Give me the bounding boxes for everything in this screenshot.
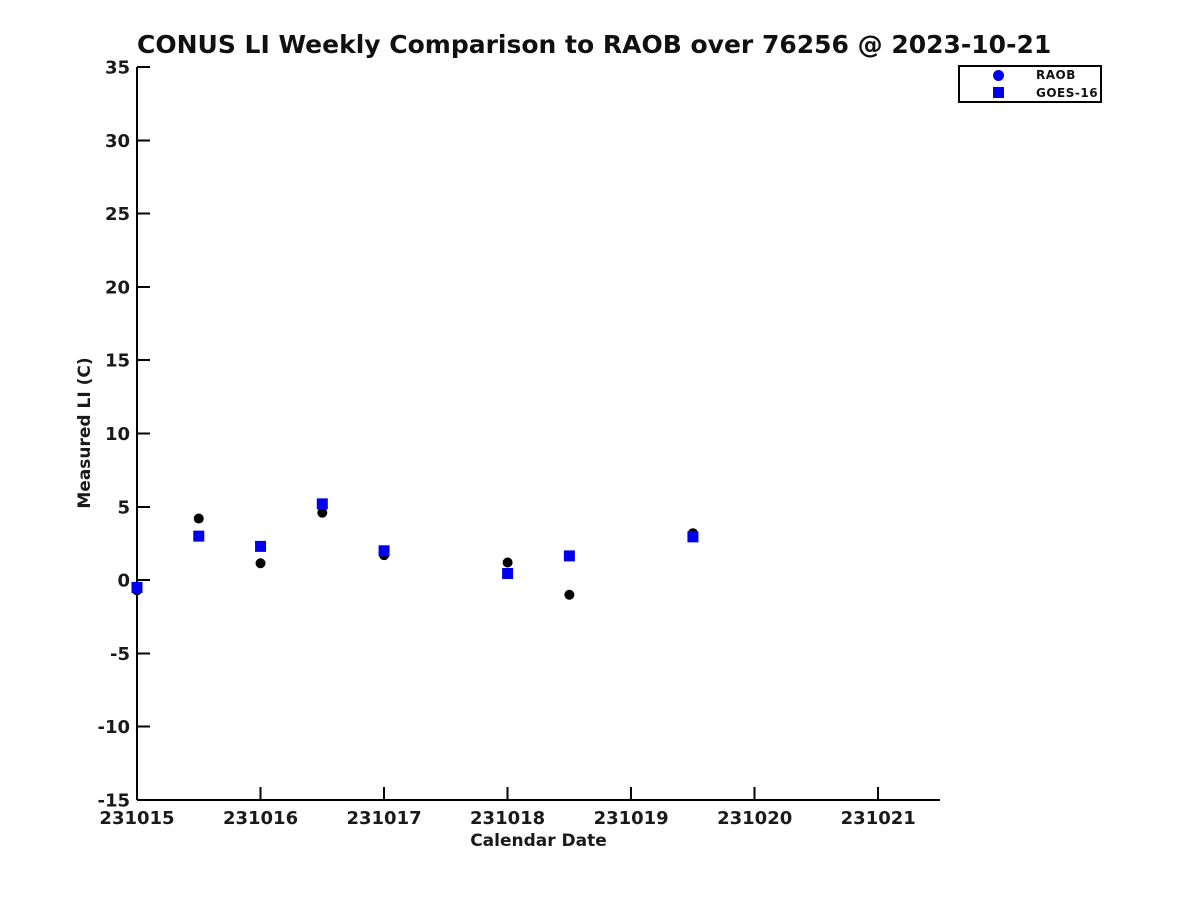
legend-label-raob: RAOB xyxy=(1036,68,1076,83)
goes16-point xyxy=(687,531,699,543)
x-tick-label: 231015 xyxy=(99,808,174,829)
raob-point xyxy=(564,589,575,600)
y-tick-label: 10 xyxy=(105,424,130,445)
raob-circle-icon xyxy=(992,69,1004,81)
x-tick-label: 231020 xyxy=(717,808,792,829)
x-tick-label: 231017 xyxy=(346,808,421,829)
x-tick-label: 231018 xyxy=(470,808,545,829)
raob-point xyxy=(193,513,204,524)
raob-point xyxy=(317,507,328,518)
legend-row-raob: RAOB xyxy=(960,67,1100,84)
goes16-square-icon xyxy=(992,87,1004,99)
y-tick-label: -5 xyxy=(110,644,130,665)
goes16-point xyxy=(193,530,205,542)
goes16-point xyxy=(131,581,143,593)
y-tick-label: 20 xyxy=(105,277,130,298)
raob-point xyxy=(255,558,266,569)
goes16-point xyxy=(502,568,514,580)
raob-point xyxy=(502,557,513,568)
y-tick-label: -15 xyxy=(97,791,130,812)
goes16-point xyxy=(563,550,575,562)
y-tick-label: 30 xyxy=(105,131,130,152)
y-tick-label: 35 xyxy=(105,58,130,79)
x-tick-label: 231019 xyxy=(594,808,669,829)
legend: RAOB GOES-16 xyxy=(958,65,1102,103)
x-tick-label: 231016 xyxy=(223,808,298,829)
goes16-point xyxy=(316,498,328,510)
legend-label-goes16: GOES-16 xyxy=(1036,85,1099,100)
legend-row-goes16: GOES-16 xyxy=(960,85,1100,102)
goes16-point xyxy=(255,540,267,552)
y-tick-label: 15 xyxy=(105,351,130,372)
legend-marker-cell xyxy=(960,69,1036,81)
x-tick-label: 231021 xyxy=(841,808,916,829)
chart-title: CONUS LI Weekly Comparison to RAOB over … xyxy=(137,30,1052,59)
y-tick-label: 0 xyxy=(117,571,130,592)
y-axis-label: Measured LI (C) xyxy=(75,357,95,509)
goes16-point xyxy=(378,545,390,557)
y-tick-label: -10 xyxy=(97,717,130,738)
x-axis-label: Calendar Date xyxy=(470,831,607,851)
y-tick-label: 25 xyxy=(105,204,130,225)
legend-marker-cell xyxy=(960,87,1036,99)
y-tick-label: 5 xyxy=(117,497,130,518)
